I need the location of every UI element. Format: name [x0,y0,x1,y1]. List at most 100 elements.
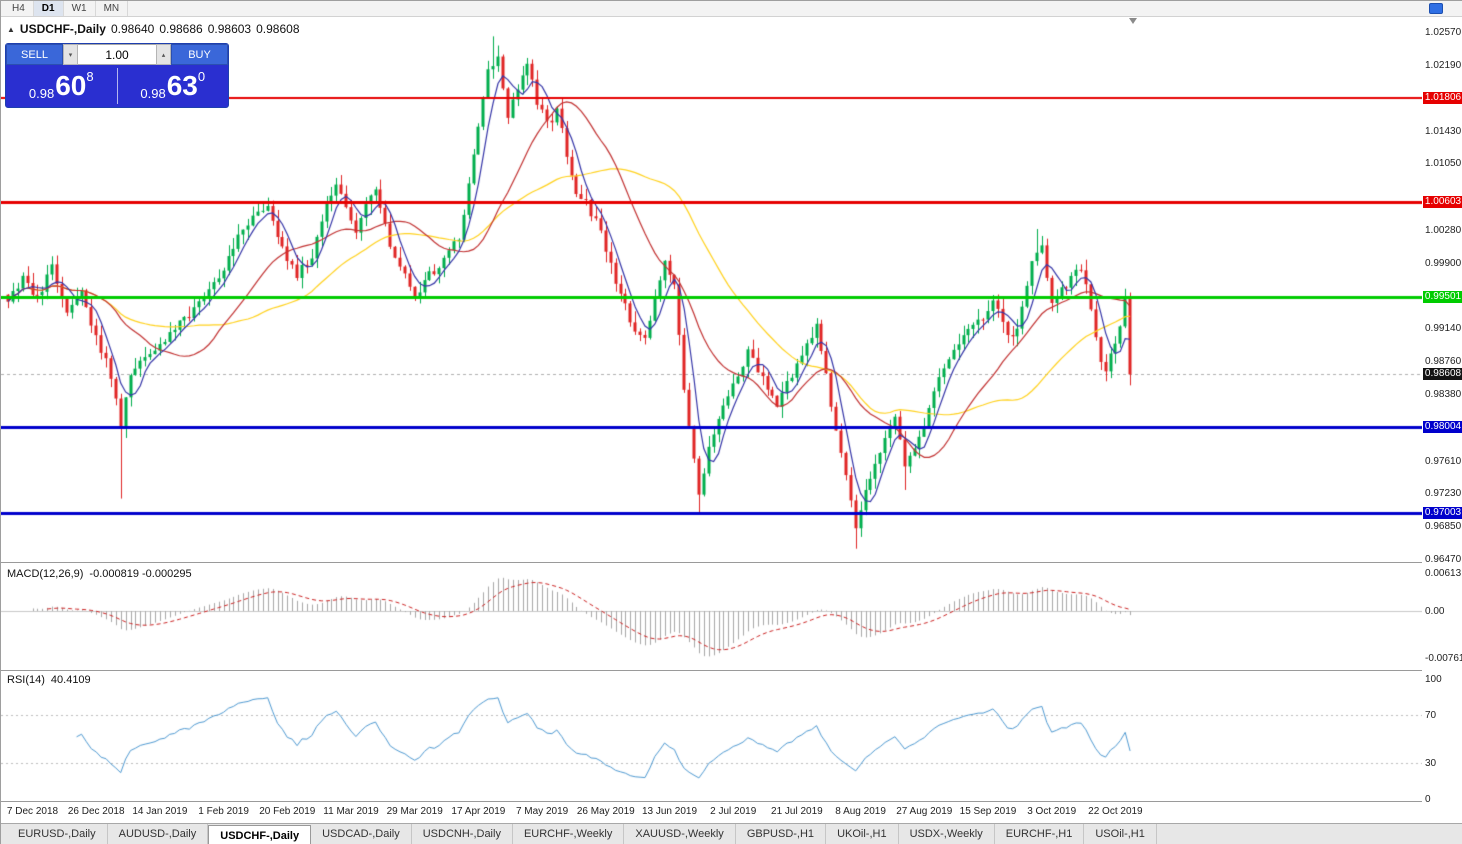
price-axis-tick: 1.01050 [1425,158,1462,170]
macd-axis-tick: 0.00613 [1425,567,1462,579]
time-axis-label: 11 Mar 2019 [323,806,379,817]
timeframe-button-d1[interactable]: D1 [33,1,64,16]
chart-tab-ukoil-h1[interactable]: UKOil-,H1 [826,824,899,844]
ohlc-close: 0.98608 [256,22,300,36]
price-axis-tick: 0.98380 [1425,389,1462,401]
buy-price-display[interactable]: 0.98 63 0 [118,65,229,107]
chart-tab-usoil-h1[interactable]: USOil-,H1 [1084,824,1157,844]
chart-tab-usdchf-daily[interactable]: USDCHF-,Daily [208,825,312,844]
chart-symbol-icon: ▲ [7,24,15,34]
ohlc-open: 0.98640 [110,22,155,36]
buy-price-pips: 63 [166,70,198,101]
time-axis-label: 7 Dec 2018 [6,806,59,817]
time-axis-label: 13 Jun 2019 [641,806,698,817]
rsi-axis-tick: 100 [1425,674,1442,685]
rsi-label: RSI(14) 40.4109 [7,674,91,686]
time-axis-label: 3 Oct 2019 [1027,806,1077,817]
sell-price-pips: 60 [55,70,87,101]
macd-label: MACD(12,26,9) -0.000819 -0.000295 [7,568,192,580]
chart-tabs-bar: EURUSD-,Daily AUDUSD-,Daily USDCHF-,Daily U… [1,823,1462,844]
time-axis-label: 1 Feb 2019 [198,806,249,817]
chart-tab-usdx-weekly[interactable]: USDX-,Weekly [899,824,995,844]
sell-price-fraction: 8 [86,69,94,84]
chart-tab-eurchf-h1[interactable]: EURCHF-,H1 [995,824,1085,844]
rsi-axis-tick: 30 [1425,758,1437,769]
buy-button[interactable]: BUY [171,44,228,65]
time-axis[interactable]: 7 Dec 2018 26 Dec 2018 14 Jan 2019 1 Feb 20… [1,802,1422,821]
time-axis-label: 14 Jan 2019 [132,806,188,817]
timeframe-button-h4[interactable]: H4 [4,1,34,16]
time-axis-label: 29 Mar 2019 [386,806,443,817]
ohlc-high: 0.98686 [159,22,203,36]
price-axis-tick: 0.99140 [1425,323,1462,335]
price-chart-canvas[interactable] [1,17,1422,801]
price-level-badge: 0.99501 [1423,291,1462,304]
price-axis-tick: 0.98760 [1425,356,1462,368]
pane-separator[interactable] [1,562,1462,563]
time-axis-label: 26 Dec 2018 [67,806,125,817]
chart-window: ▲ USDCHF-,Daily 0.98640 0.98686 0.98603 … [1,17,1462,823]
chart-tab-gbpusd-h1[interactable]: GBPUSD-,H1 [736,824,827,844]
one-click-trade-panel: SELL ▾ ▴ BUY 0.98 60 8 0.98 63 0 [5,43,229,108]
buy-price-base: 0.98 [140,86,166,101]
volume-decrease-button[interactable]: ▾ [63,44,78,65]
trade-prices-row: 0.98 60 8 0.98 63 0 [6,65,228,107]
chart-title: ▲ USDCHF-,Daily 0.98640 0.98686 0.98603 … [7,22,300,36]
pane-separator [1,801,1462,802]
time-axis-label: 17 Apr 2019 [451,806,506,817]
macd-axis-tick: 0.00 [1425,606,1445,617]
price-axis-tick: 1.01430 [1425,125,1462,137]
price-axis-tick: 0.96470 [1425,554,1462,566]
current-price-badge: 0.98608 [1423,368,1462,381]
volume-increase-button[interactable]: ▴ [156,44,171,65]
time-axis-label: 26 May 2019 [576,806,635,817]
price-axis-tick: 0.97610 [1425,455,1462,467]
sell-button[interactable]: SELL [6,44,63,65]
time-axis-label: 21 Jul 2019 [771,806,823,817]
price-level-badge: 1.01806 [1423,92,1462,105]
macd-name: MACD(12,26,9) [7,568,84,580]
pane-separator[interactable] [1,670,1462,671]
time-axis-label: 2 Jul 2019 [710,806,757,817]
volume-input[interactable] [78,44,156,65]
window-icon[interactable] [1429,3,1443,14]
price-level-badge: 1.00603 [1423,195,1462,208]
timeframe-toolbar: H4 D1 W1 MN [1,1,1462,17]
volume-stepper: ▾ ▴ [63,44,171,65]
price-axis[interactable]: 1.02570 1.02190 1.01430 1.01050 1.00280 0.999… [1422,17,1462,821]
time-axis-label: 27 Aug 2019 [896,806,953,817]
time-axis-label: 7 May 2019 [515,806,569,817]
price-axis-tick: 0.99900 [1425,257,1462,269]
buy-price-fraction: 0 [197,69,206,84]
time-axis-label: 15 Sep 2019 [959,806,1017,817]
chart-tab-eurusd-daily[interactable]: EURUSD-,Daily [7,824,108,844]
price-divider [116,68,118,104]
timeframe-button-mn[interactable]: MN [96,1,129,16]
chart-tab-audusd-daily[interactable]: AUDUSD-,Daily [108,824,209,844]
time-axis-label: 22 Oct 2019 [1088,806,1143,817]
time-axis-label: 8 Aug 2019 [835,806,886,817]
chart-tab-usdcnh-daily[interactable]: USDCNH-,Daily [412,824,513,844]
price-axis-tick: 1.00280 [1425,224,1462,236]
chart-tab-usdcad-daily[interactable]: USDCAD-,Daily [311,824,412,844]
price-level-badge: 0.97003 [1423,507,1462,519]
sell-price-base: 0.98 [28,86,55,101]
rsi-name: RSI(14) [7,674,45,686]
macd-axis-tick: -0.007612 [1425,653,1462,665]
chart-tab-eurchf-weekly[interactable]: EURCHF-,Weekly [513,824,625,844]
chart-symbol-label: USDCHF-,Daily [19,22,106,36]
ohlc-low: 0.98603 [207,22,252,36]
price-axis-tick: 1.02190 [1425,59,1462,71]
timeframe-button-w1[interactable]: W1 [64,1,96,16]
time-axis-label: 20 Feb 2019 [259,806,316,817]
rsi-axis-tick: 0 [1425,794,1431,805]
rsi-axis-tick: 70 [1425,710,1437,721]
chart-shift-marker[interactable] [1129,18,1137,24]
price-axis-tick: 0.96850 [1425,521,1462,533]
trade-controls-row: SELL ▾ ▴ BUY [6,44,228,65]
rsi-value: 40.4109 [50,674,91,686]
sell-price-display[interactable]: 0.98 60 8 [6,65,117,107]
price-axis-tick: 0.97230 [1425,488,1462,500]
chart-tab-xauusd-weekly[interactable]: XAUUSD-,Weekly [624,824,736,844]
